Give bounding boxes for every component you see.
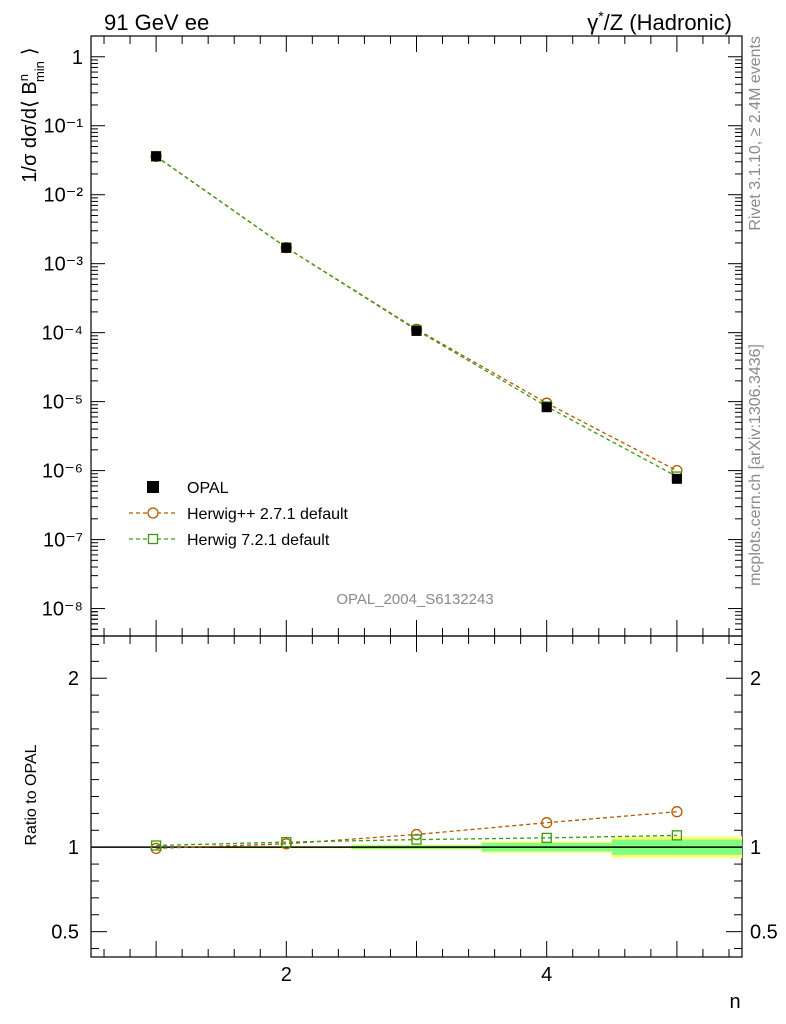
main-point-opal: [281, 242, 292, 253]
main-ytick-label: 10⁻⁵: [42, 392, 83, 414]
main-ytick-label: 1: [72, 47, 83, 69]
legend-label: Herwig++ 2.7.1 default: [187, 506, 349, 523]
header-right: γ*/Z (Hadronic): [587, 8, 732, 35]
legend-marker-herwigpp: [147, 507, 159, 519]
ratio-ytick-label: 2: [68, 668, 79, 690]
legend-marker-herwig7: [147, 533, 159, 545]
ratio-ytick-label-right: 0.5: [750, 922, 778, 944]
ratio-ytick-label: 0.5: [51, 922, 79, 944]
ratio-xtick-label: 2: [281, 964, 292, 986]
main-ytick-label: 10⁻⁸: [42, 599, 83, 621]
main-point-opal: [541, 402, 552, 413]
ratio-point-herwig7: [150, 840, 162, 851]
side-label-rivet: Rivet 3.1.10, ≥ 2.4M events: [747, 36, 764, 231]
ratio-xtick-label: 4: [541, 964, 552, 986]
main-ylabel-sup: n: [16, 74, 31, 81]
main-panel: 1 10⁻¹ 10⁻² 10⁻³ 10⁻⁴ 10⁻⁵ 10⁻⁶ 10⁻⁷ 10⁻⁸: [42, 35, 743, 637]
main-ylabel-prefix: 1/σ dσ/d⟨ B: [19, 81, 41, 182]
header-right-prefix: γ: [587, 10, 598, 35]
ratio-point-herwigpp: [671, 806, 683, 818]
main-ytick-label: 10⁻¹: [44, 116, 84, 138]
main-ylabel-sub: min: [32, 61, 47, 82]
main-ytick-label: 10⁻⁷: [43, 530, 83, 552]
ratio-point-herwig7: [411, 834, 422, 845]
ratio-point-herwig7: [541, 832, 552, 844]
main-ytick-label: 10⁻⁶: [42, 461, 83, 483]
main-ytick-label: 10⁻⁴: [42, 323, 83, 345]
ratio-ytick-label-right: 2: [750, 668, 761, 690]
ratio-frame: [90, 635, 743, 958]
main-line-herwigpp: [155, 155, 678, 472]
legend-marker-opal: [147, 481, 159, 493]
legend-label: Herwig 7.2.1 default: [187, 532, 330, 549]
main-ytick-label: 10⁻³: [44, 254, 84, 276]
xlabel: n: [729, 991, 740, 1013]
legend: OPAL Herwig++ 2.7.1 default Herwig 7.2.1 d…: [129, 480, 349, 549]
main-ytick-label: 10⁻²: [44, 185, 84, 207]
main-point-opal: [151, 151, 162, 162]
ratio-ytick-label: 1: [68, 837, 79, 859]
analysis-watermark: OPAL_2004_S6132243: [336, 591, 493, 608]
main-ylabel: 1/σ dσ/d⟨ Bnmin ⟩: [16, 47, 47, 182]
ratio-ylabel: Ratio to OPAL: [23, 744, 40, 845]
main-point-opal: [411, 325, 422, 336]
ratio-ytick-label-right: 1: [750, 837, 761, 859]
ratio-point-herwig7: [671, 830, 683, 841]
main-ylabel-suffix: ⟩: [19, 47, 41, 55]
main-point-opal: [671, 473, 682, 484]
legend-label: OPAL: [187, 480, 229, 497]
main-line-herwig7: [155, 155, 678, 478]
side-label-mcplots: mcplots.cern.ch [arXiv:1306.3436]: [747, 344, 764, 586]
ratio-panel: 2 4 2 2 1 1 0.5 0.5: [51, 635, 778, 986]
header-right-sup: *: [598, 8, 604, 24]
ratio-point-herwigpp: [541, 817, 553, 829]
ratio-line-herwig7: [156, 834, 677, 847]
ratio-point-herwig7: [281, 836, 292, 848]
header-right-suffix: /Z (Hadronic): [604, 10, 732, 35]
header-left: 91 GeV ee: [104, 10, 209, 35]
